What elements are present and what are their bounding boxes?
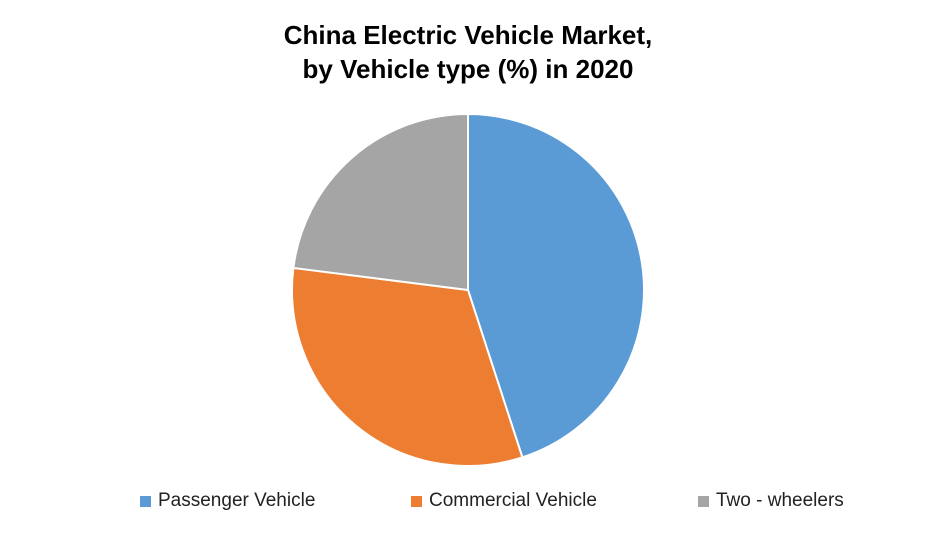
- legend-swatch-commercial-vehicle: [411, 495, 422, 507]
- pie-slice-passenger-vehicle: [467, 112, 645, 459]
- chart-title-line-1: China Electric Vehicle Market,: [283, 20, 653, 50]
- legend-label-commercial-vehicle: Commercial Vehicle: [429, 490, 597, 511]
- pie-slice-commercial-vehicle: [291, 266, 524, 467]
- pie-slices: [291, 112, 645, 467]
- legend: Passenger Vehicle Commercial Vehicle Two…: [0, 488, 936, 514]
- chart-title: China Electric Vehicle Market, by Vehicl…: [0, 18, 936, 86]
- pie-slice-two-wheelers: [292, 112, 469, 292]
- legend-item-passenger-vehicle: Passenger Vehicle: [140, 488, 315, 514]
- legend-swatch-two-wheelers: [698, 495, 709, 507]
- legend-item-two-wheelers: Two - wheelers: [698, 488, 844, 514]
- legend-swatch-passenger-vehicle: [140, 495, 151, 507]
- chart-title-line-2: by Vehicle type (%) in 2020: [302, 54, 634, 84]
- legend-item-commercial-vehicle: Commercial Vehicle: [411, 488, 597, 514]
- legend-label-two-wheelers: Two - wheelers: [716, 490, 844, 511]
- legend-label-passenger-vehicle: Passenger Vehicle: [158, 490, 316, 511]
